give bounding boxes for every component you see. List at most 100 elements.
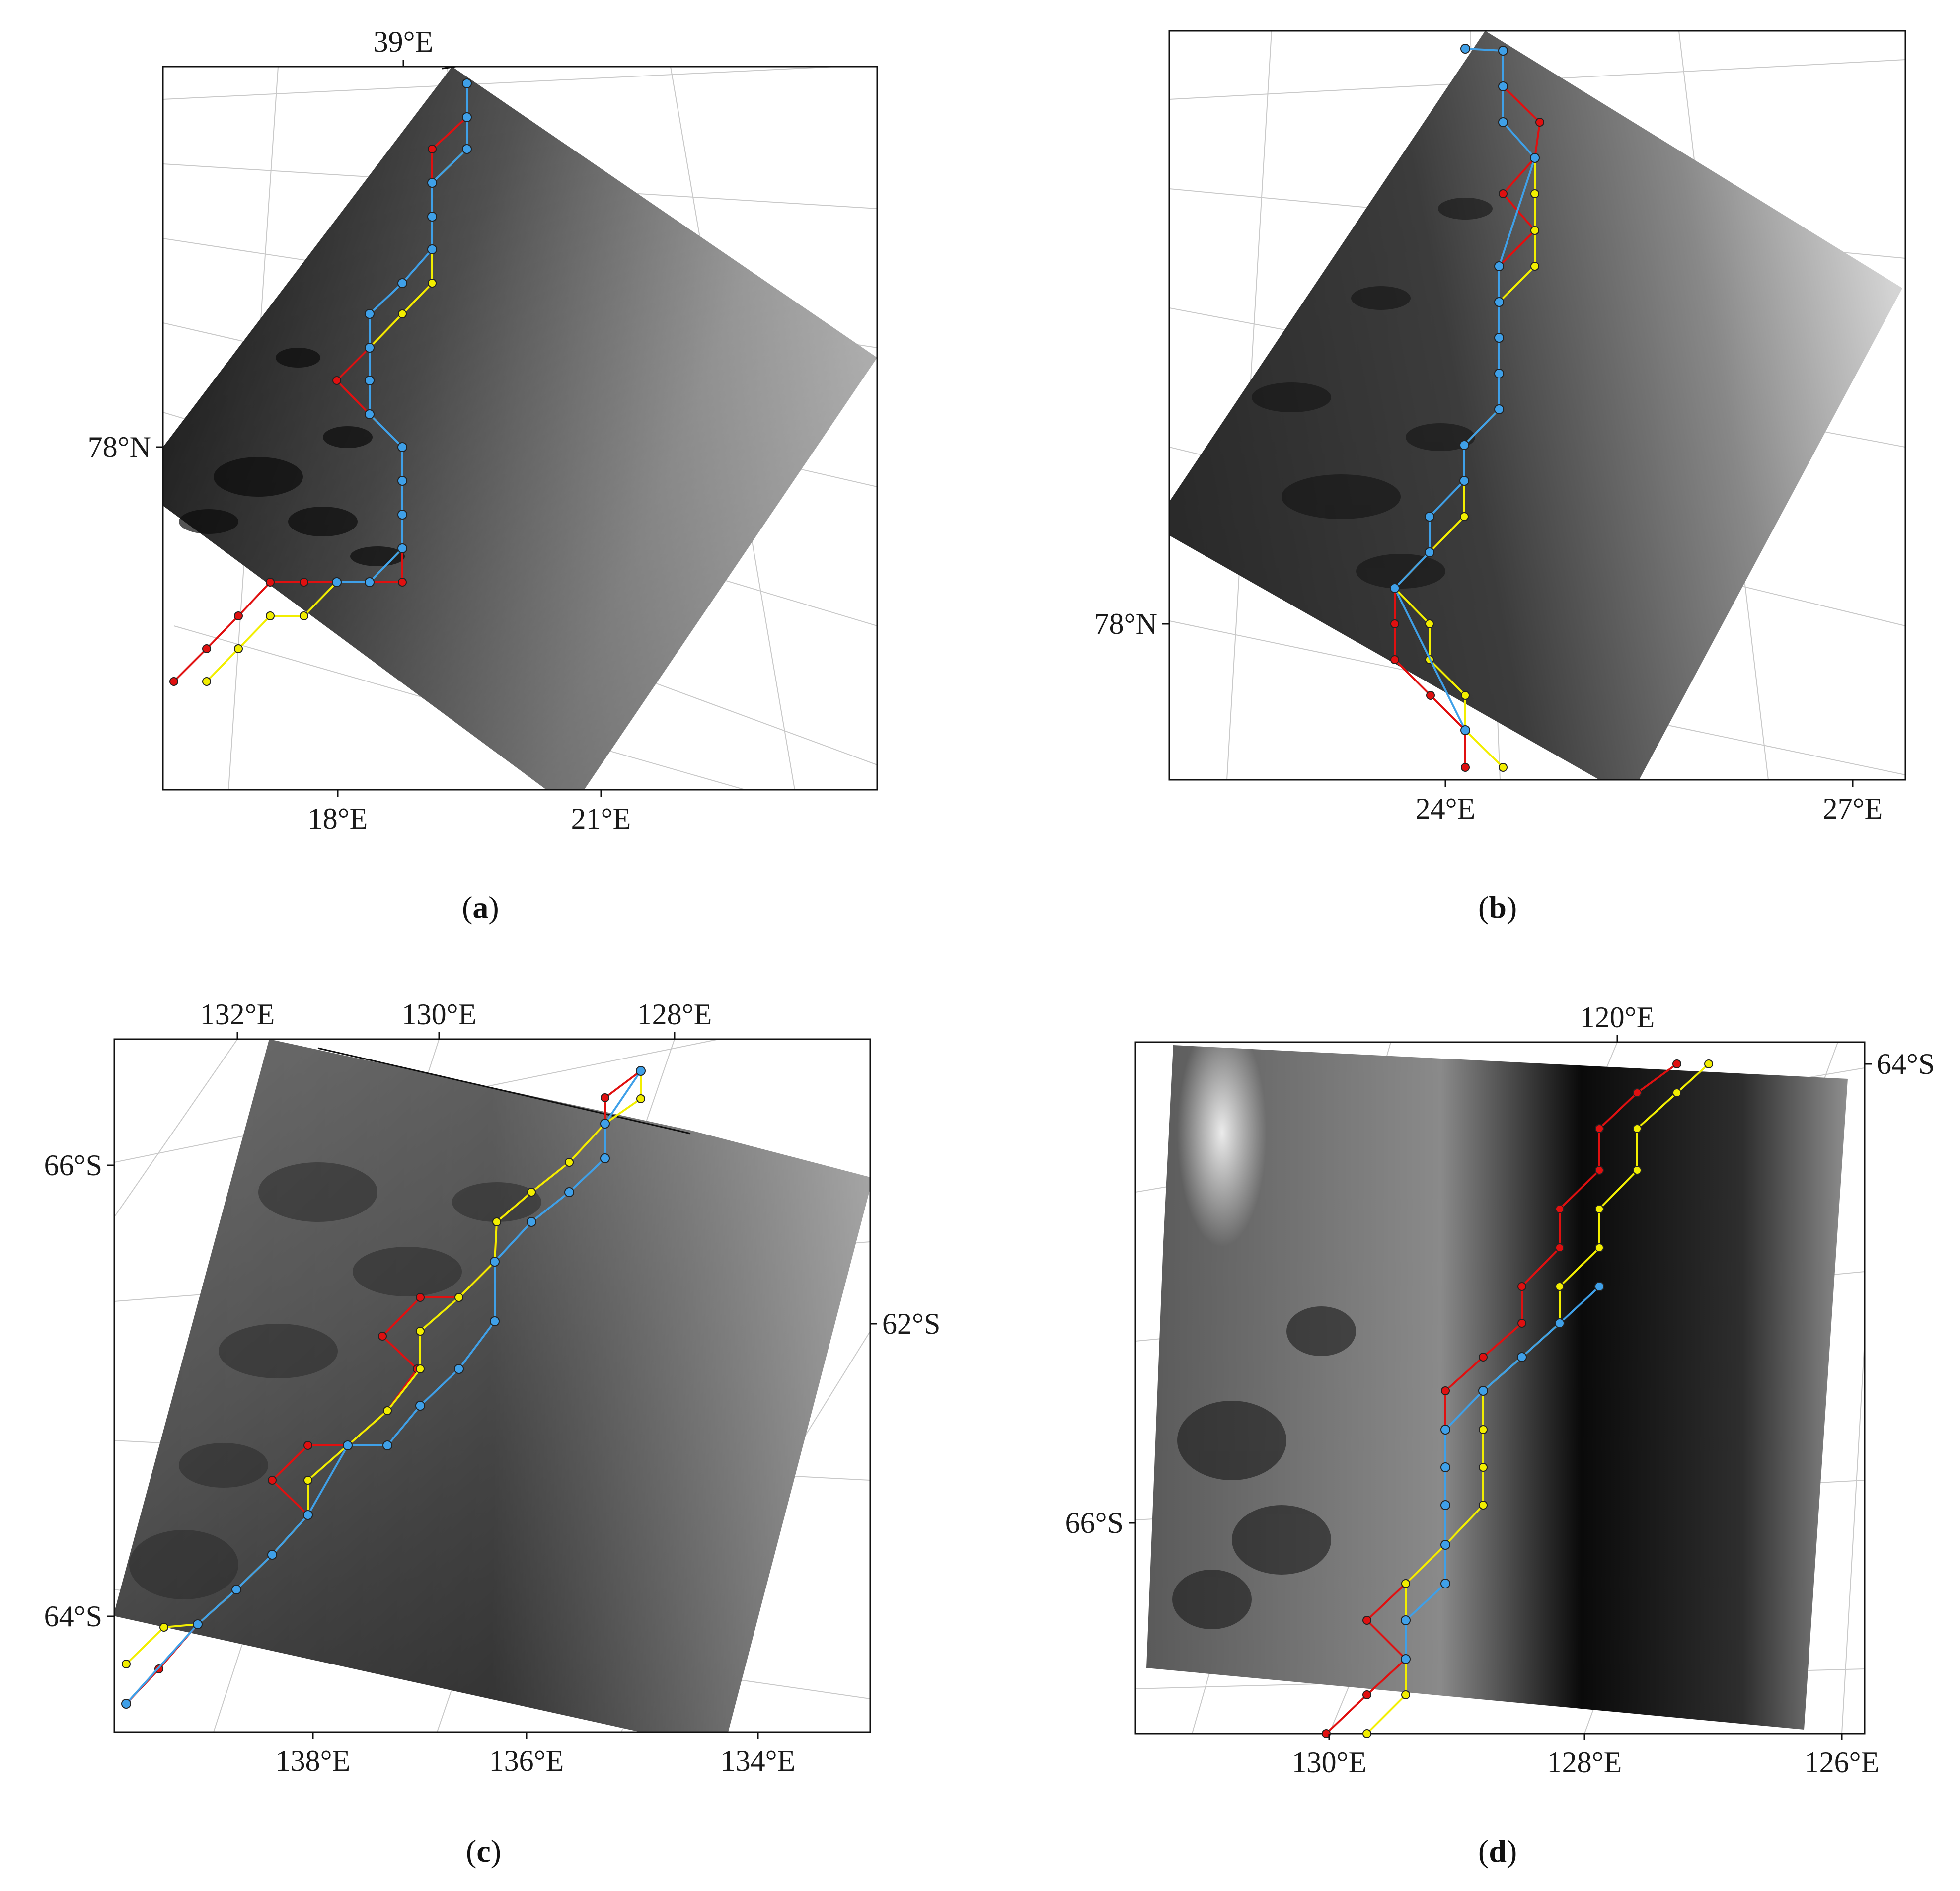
blue-boundary-point — [1440, 1462, 1450, 1472]
red-boundary-point — [378, 1332, 387, 1341]
blue-boundary-point — [636, 1066, 646, 1076]
blue-boundary-point — [397, 476, 407, 486]
red-boundary-point — [202, 644, 211, 653]
yellow-boundary-point — [416, 1327, 425, 1336]
blue-boundary-point — [462, 144, 472, 154]
blue-boundary-point — [193, 1619, 203, 1629]
blue-boundary-point — [1494, 297, 1504, 307]
panel-b: 24°E 27°E 78°N — [1094, 30, 1906, 825]
blue-boundary-point — [365, 343, 375, 353]
red-boundary-point — [1517, 1282, 1526, 1291]
sar-image-a-shade — [163, 67, 877, 790]
yellow-boundary-point — [1479, 1501, 1488, 1510]
yellow-boundary-point — [1460, 512, 1469, 521]
blue-boundary-point — [365, 309, 375, 319]
blue-boundary-point — [332, 577, 342, 587]
yellow-boundary-point — [1530, 226, 1539, 235]
blue-boundary-point — [397, 278, 407, 288]
blue-boundary-point — [415, 1401, 425, 1411]
yellow-boundary-point — [1499, 763, 1508, 772]
ice-texture-d — [1172, 1306, 1356, 1629]
blue-boundary-point — [397, 543, 407, 553]
boundary-lines-d — [1322, 1059, 1713, 1738]
map-frame-c — [113, 1038, 871, 1733]
blue-boundary-line — [125, 1070, 642, 1705]
yellow-boundary-point — [1595, 1205, 1604, 1213]
blue-boundary-point — [1390, 583, 1400, 593]
red-boundary-point — [1390, 619, 1399, 628]
blue-boundary-point — [1517, 1352, 1527, 1362]
red-boundary-point — [1322, 1729, 1331, 1738]
red-boundary-point — [1595, 1166, 1604, 1175]
blue-boundary-point — [1459, 440, 1469, 450]
blue-boundary-point — [1401, 1615, 1411, 1625]
caption-c-letter: c — [476, 1833, 491, 1869]
yellow-boundary-point — [1479, 1463, 1488, 1472]
yellow-boundary-point — [1461, 691, 1470, 700]
blue-boundary-point — [343, 1440, 353, 1450]
red-boundary-point — [398, 578, 407, 587]
tick-label-top: 39°E — [374, 25, 434, 58]
graticule-line — [114, 1039, 722, 1163]
tick-label-left: 78°N — [1094, 607, 1157, 640]
yellow-boundary-point — [1530, 189, 1539, 198]
axis-ticks-c: 132°E 130°E 128°E 138°E 136°E 134°E 66°S 64°S 62… — [44, 998, 941, 1777]
red-boundary-point — [1499, 189, 1508, 198]
yellow-boundary-point — [122, 1660, 131, 1668]
blue-boundary-point — [1440, 1540, 1450, 1550]
blue-boundary-point — [564, 1187, 574, 1197]
tick-label-right: 62°S — [882, 1307, 940, 1340]
blue-boundary-point — [600, 1153, 610, 1163]
yellow-boundary-point — [527, 1188, 536, 1197]
red-boundary-point — [601, 1093, 609, 1102]
red-boundary-point — [234, 611, 243, 620]
blue-boundary-point — [427, 178, 437, 188]
tick-label-bottom: 128°E — [1547, 1746, 1622, 1779]
yellow-boundary-point — [383, 1406, 392, 1415]
blue-boundary-point — [397, 510, 407, 520]
tick-label-left: 66°S — [44, 1149, 102, 1182]
blue-boundary-line — [1393, 48, 1536, 731]
map-frame-a — [162, 66, 878, 791]
red-boundary-point — [1555, 1205, 1564, 1213]
blue-boundary-point — [527, 1217, 536, 1227]
blue-boundary-point — [1494, 333, 1504, 343]
tick-label-bottom: 126°E — [1805, 1746, 1880, 1779]
yellow-boundary-point — [1633, 1124, 1642, 1133]
map-frame-b — [1168, 30, 1906, 781]
red-boundary-point — [1595, 1124, 1604, 1133]
graticule-line — [114, 1039, 238, 1217]
tick-label-bottom: 18°E — [308, 802, 368, 835]
yellow-boundary-point — [266, 611, 275, 620]
blue-boundary-point — [303, 1510, 313, 1520]
caption-a: (a) — [462, 890, 499, 925]
sar-image-b — [1169, 31, 1902, 780]
blue-boundary-point — [600, 1119, 610, 1129]
red-boundary-point — [428, 145, 437, 153]
yellow-boundary-point — [1672, 1088, 1681, 1097]
red-boundary-point — [1362, 1690, 1371, 1699]
boundary-lines-a — [169, 78, 472, 686]
red-boundary-point — [416, 1293, 425, 1302]
blue-boundary-point — [382, 1440, 392, 1450]
yellow-boundary-point — [428, 279, 437, 288]
blue-boundary-point — [1555, 1318, 1565, 1328]
blue-boundary-point — [1440, 1500, 1450, 1510]
red-boundary-point — [1362, 1616, 1371, 1625]
ice-texture-a — [179, 348, 405, 566]
blue-boundary-point — [365, 409, 375, 419]
graticule-line — [1841, 1341, 1865, 1734]
red-boundary-point — [1535, 118, 1544, 127]
panel-a: 39°E 18°E 21°E 78°N — [88, 25, 878, 835]
blue-boundary-point — [267, 1550, 277, 1560]
blue-boundary-point — [1594, 1282, 1604, 1291]
blue-boundary-point — [1425, 547, 1434, 557]
blue-boundary-point — [1401, 1654, 1411, 1664]
caption-d: (d) — [1478, 1833, 1517, 1869]
red-boundary-point — [169, 677, 178, 686]
snow-cover-d — [1177, 1042, 1267, 1247]
blue-boundary-point — [121, 1699, 131, 1709]
blue-boundary-point — [1478, 1386, 1488, 1396]
yellow-boundary-point — [636, 1094, 645, 1103]
